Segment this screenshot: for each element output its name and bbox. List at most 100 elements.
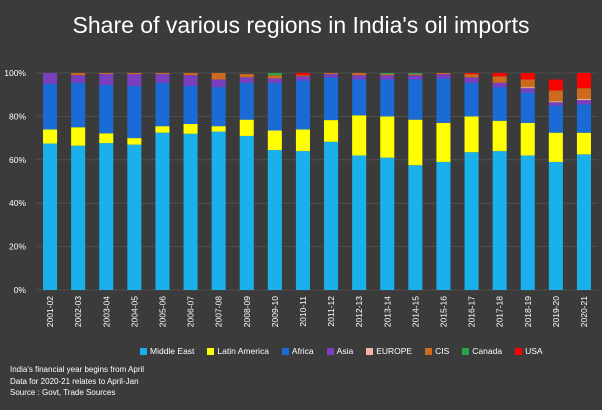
footnote: Data for 2020-21 relates to April-Jan xyxy=(10,376,139,386)
bar-segment xyxy=(464,77,479,83)
legend-item: Canada xyxy=(462,346,502,356)
chart-title: Share of various regions in India's oil … xyxy=(72,12,530,38)
x-tick-label: 2012-13 xyxy=(354,296,364,327)
bar-segment xyxy=(239,135,254,290)
bar-segment xyxy=(436,78,451,123)
bar-segment xyxy=(548,132,563,162)
bar-segment xyxy=(324,120,339,142)
bar-segment xyxy=(492,151,507,290)
bar-segment xyxy=(267,130,282,151)
x-tick-label: 2008-09 xyxy=(242,296,252,327)
y-tick-label: 100% xyxy=(4,68,26,78)
bar-segment xyxy=(408,75,423,80)
y-tick-label: 80% xyxy=(9,111,26,121)
bar-segment xyxy=(464,73,479,75)
x-tick-label: 2018-19 xyxy=(523,296,533,327)
bar-segment xyxy=(436,74,451,79)
bar-segment xyxy=(183,75,198,87)
bar-segment xyxy=(492,76,507,83)
bar-segment xyxy=(520,79,535,88)
bar-segment xyxy=(380,79,395,117)
bar-segment xyxy=(408,73,423,75)
bar-segment xyxy=(436,161,451,290)
bars xyxy=(43,73,591,290)
bar-segment xyxy=(548,90,563,102)
bar-segment xyxy=(267,75,282,79)
bar-segment xyxy=(576,132,591,155)
bar-segment xyxy=(520,73,535,80)
legend-label: Latin America xyxy=(217,346,269,356)
bar-segment xyxy=(99,143,114,290)
legend-swatch xyxy=(281,347,289,355)
bar-segment xyxy=(464,74,479,78)
x-tick-label: 2015-16 xyxy=(438,296,448,327)
bar-segment xyxy=(99,133,114,144)
bar-segment xyxy=(127,138,142,145)
bar-segment xyxy=(211,131,226,290)
bar-segment xyxy=(464,116,479,153)
x-tick-label: 2004-05 xyxy=(129,296,139,327)
legend-item: Latin America xyxy=(207,346,269,356)
x-tick-label: 2003-04 xyxy=(101,296,111,327)
bar-segment xyxy=(155,126,170,133)
bar-segment xyxy=(576,73,591,89)
bar-segment xyxy=(127,73,142,75)
bar-segment xyxy=(43,129,58,144)
x-tick-label: 2016-17 xyxy=(467,296,477,327)
bar-segment xyxy=(295,151,310,290)
bar-segment xyxy=(211,126,226,132)
bar-segment xyxy=(464,82,479,117)
bar-segment xyxy=(267,150,282,290)
legend-label: EUROPE xyxy=(376,346,413,356)
x-tick-label: 2009-10 xyxy=(270,296,280,327)
bar-segment xyxy=(380,75,395,80)
x-tick-label: 2007-08 xyxy=(214,296,224,327)
x-tick-label: 2013-14 xyxy=(382,296,392,327)
bar-segment xyxy=(492,73,507,77)
bar-segment xyxy=(548,161,563,290)
bar-segment xyxy=(352,115,367,156)
bar-segment xyxy=(380,74,395,76)
bar-segment xyxy=(352,79,367,116)
legend-item: Middle East xyxy=(140,346,194,356)
legend-swatch xyxy=(425,347,433,355)
bar-segment xyxy=(127,74,142,87)
bar-segment xyxy=(239,119,254,136)
bar-segment xyxy=(324,74,339,78)
bar-segment xyxy=(520,87,535,89)
bar-segment xyxy=(71,75,86,83)
bar-segment xyxy=(267,73,282,76)
bar-segment xyxy=(239,74,254,78)
x-tick-label: 2011-12 xyxy=(326,296,336,327)
x-tick-label: 2005-06 xyxy=(157,296,167,327)
bar-segment xyxy=(183,73,198,76)
bar-segment xyxy=(576,104,591,133)
bar-segment xyxy=(295,80,310,130)
bar-segment xyxy=(548,79,563,91)
bar-segment xyxy=(295,75,310,77)
bar-segment xyxy=(267,78,282,83)
bar-segment xyxy=(99,74,114,85)
x-tick-label: 2001-02 xyxy=(45,296,55,327)
bar-segment xyxy=(464,152,479,290)
bar-segment xyxy=(352,75,367,80)
bar-segment xyxy=(520,88,535,93)
bar-segment xyxy=(267,82,282,131)
legend-item: USA xyxy=(515,346,543,356)
x-tick-label: 2006-07 xyxy=(186,296,196,327)
bar-segment xyxy=(155,132,170,290)
bar-segment xyxy=(183,133,198,290)
bar-segment xyxy=(324,73,339,75)
bar-segment xyxy=(324,141,339,290)
bar-segment xyxy=(211,79,226,88)
bar-segment xyxy=(155,73,170,75)
bar-segment xyxy=(408,74,423,76)
legend-label: Canada xyxy=(472,346,503,356)
footnote: Source : Govt, Trade Sources xyxy=(10,388,116,397)
bar-segment xyxy=(155,74,170,83)
bar-segment xyxy=(324,77,339,121)
legend-swatch xyxy=(462,347,470,355)
bar-segment xyxy=(211,73,226,80)
bar-segment xyxy=(71,73,86,76)
